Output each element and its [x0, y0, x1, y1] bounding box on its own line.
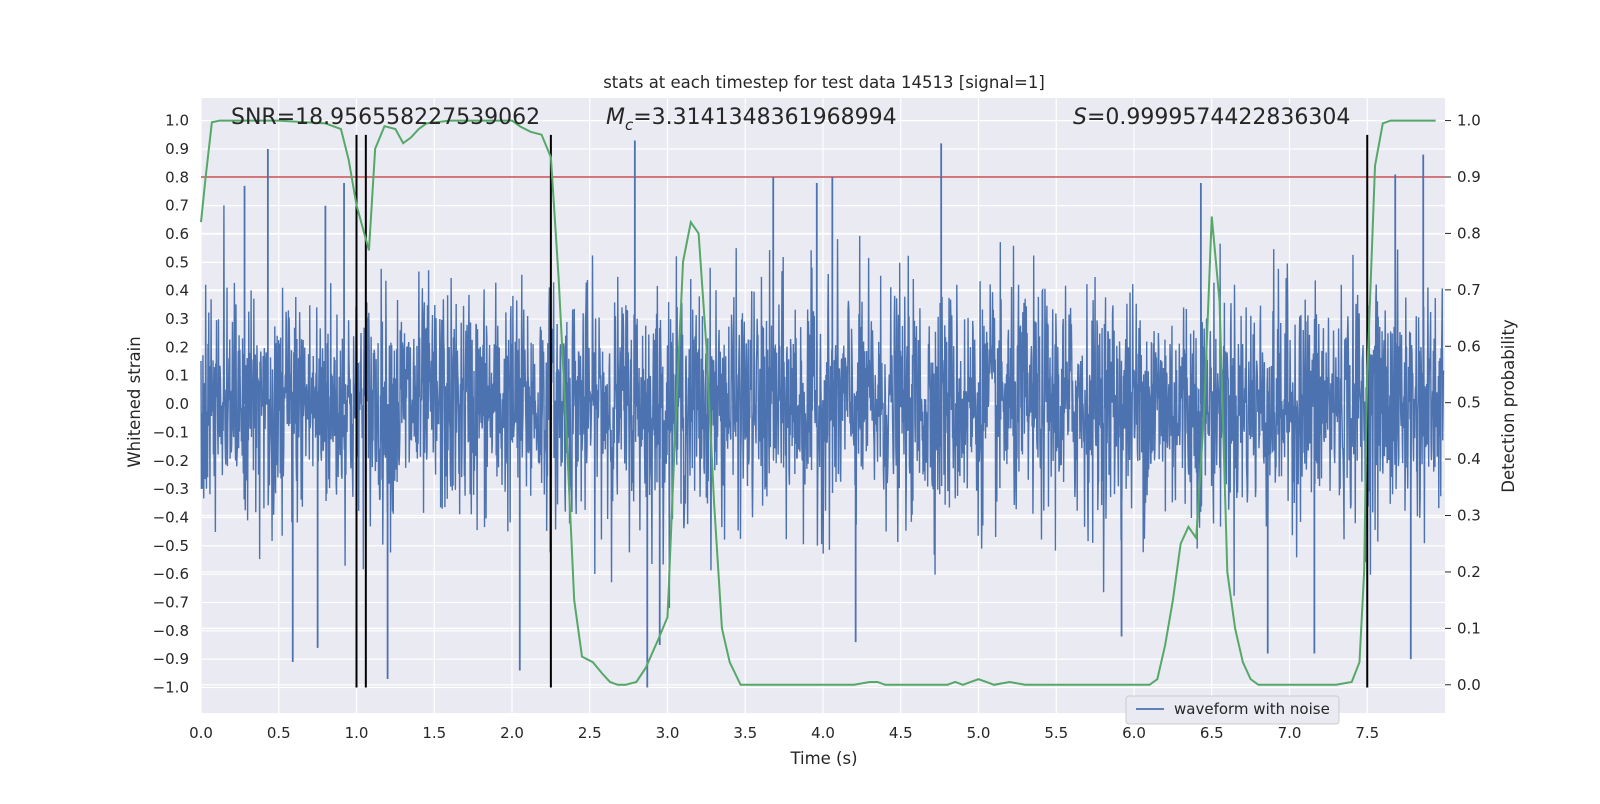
- y-tick-label: 0.0: [165, 395, 189, 413]
- x-tick-label: 3.5: [733, 724, 757, 742]
- x-tick-label: 2.5: [578, 724, 602, 742]
- y-tick-label: 0.8: [165, 168, 189, 186]
- y2-tick-label: 0.1: [1457, 619, 1481, 637]
- y-axis-label: Whitened strain: [125, 336, 144, 467]
- x-axis-label: Time (s): [789, 749, 857, 768]
- waveform-series: [200, 140, 1445, 688]
- chirp-mass-value: =3.3141348361968994: [633, 105, 896, 130]
- x-tick-label: 4.0: [811, 724, 835, 742]
- y2-axis-label: Detection probability: [1499, 319, 1518, 493]
- y-tick-label: −0.6: [153, 565, 189, 583]
- y-tick-label: 1.0: [165, 112, 189, 130]
- probability-series: [200, 119, 1436, 686]
- y-tick-label: 0.5: [165, 253, 189, 271]
- y-tick-label: −0.4: [153, 508, 189, 526]
- score-annotation: S=0.9999574422836304: [1073, 105, 1350, 130]
- y2-tick-label: 0.4: [1457, 450, 1481, 468]
- x-tick-label: 1.0: [345, 724, 369, 742]
- y2-tick-label: 1.0: [1457, 112, 1481, 130]
- x-tick-label: 0.5: [267, 724, 291, 742]
- y2-axis-ticks: 1.0 0.9 0.8 0.7 0.6 0.5 0.4 0.3 0.2 0.1 0.0: [1445, 112, 1481, 694]
- x-tick-label: 1.5: [422, 724, 446, 742]
- score-symbol: S: [1073, 105, 1087, 130]
- x-tick-label: 5.5: [1044, 724, 1068, 742]
- chirp-mass-subscript: c: [625, 116, 634, 134]
- y2-tick-label: 0.2: [1457, 563, 1481, 581]
- y2-tick-label: 0.5: [1457, 394, 1481, 412]
- x-tick-label: 0.0: [189, 724, 213, 742]
- x-tick-label: 7.5: [1355, 724, 1379, 742]
- y-tick-label: −0.8: [153, 622, 189, 640]
- score-value: =0.9999574422836304: [1087, 105, 1350, 130]
- y-tick-label: 0.4: [165, 282, 189, 300]
- chart-title: stats at each timestep for test data 145…: [603, 73, 1045, 92]
- y2-tick-label: 0.6: [1457, 337, 1481, 355]
- probability-line: [200, 119, 1436, 686]
- y-axis-ticks: 1.0 0.9 0.8 0.7 0.6 0.5 0.4 0.3 0.2 0.1 0.0 −0.1 −0.…: [153, 112, 189, 697]
- x-tick-label: 5.0: [967, 724, 991, 742]
- x-tick-label: 2.0: [500, 724, 524, 742]
- y-tick-label: 0.9: [165, 140, 189, 158]
- y-tick-label: 0.7: [165, 197, 189, 215]
- y-tick-label: −0.7: [153, 593, 189, 611]
- y-tick-label: −0.1: [153, 423, 189, 441]
- x-tick-label: 6.0: [1122, 724, 1146, 742]
- legend: waveform with noise: [1125, 695, 1340, 725]
- snr-annotation: SNR=18.956558227539062: [231, 105, 540, 130]
- chirp-mass-symbol: M: [606, 105, 625, 130]
- legend-box: [1125, 695, 1340, 725]
- y2-tick-label: 0.8: [1457, 224, 1481, 242]
- y-tick-label: 0.2: [165, 338, 189, 356]
- y-tick-label: −0.9: [153, 650, 189, 668]
- x-tick-label: 6.5: [1200, 724, 1224, 742]
- y2-tick-label: 0.0: [1457, 676, 1481, 694]
- y-tick-label: −0.3: [153, 480, 189, 498]
- y-tick-label: −0.5: [153, 537, 189, 555]
- legend-label-waveform: waveform with noise: [1174, 700, 1330, 718]
- y2-tick-label: 0.7: [1457, 281, 1481, 299]
- x-tick-label: 4.5: [889, 724, 913, 742]
- waveform-line: [200, 205, 1445, 609]
- y-tick-label: −0.2: [153, 452, 189, 470]
- y-tick-label: 0.1: [165, 367, 189, 385]
- y-tick-label: 0.3: [165, 310, 189, 328]
- y2-tick-label: 0.9: [1457, 168, 1481, 186]
- y-tick-label: −1.0: [153, 678, 189, 696]
- y-tick-label: 0.6: [165, 225, 189, 243]
- x-axis-ticks: 0.0 0.5 1.0 1.5 2.0 2.5 3.0 3.5 4.0 4.5 5.0 5.5 6.0 6…: [189, 724, 1379, 742]
- chirp-mass-annotation: Mc=3.3141348361968994: [606, 105, 897, 134]
- x-tick-label: 3.0: [656, 724, 680, 742]
- x-tick-label: 7.0: [1278, 724, 1302, 742]
- y2-tick-label: 0.3: [1457, 507, 1481, 525]
